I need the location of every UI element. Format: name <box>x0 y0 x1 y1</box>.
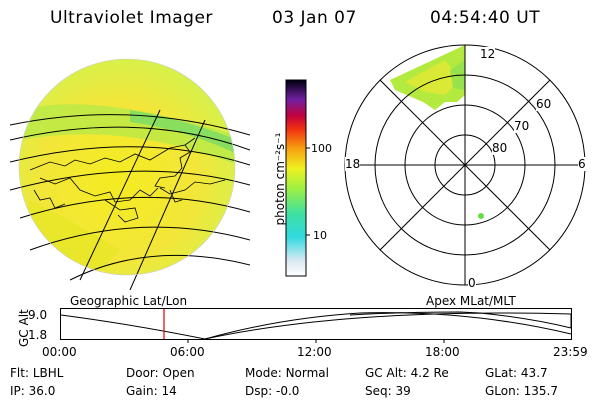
status-flt: Flt: LBHL <box>10 366 64 380</box>
polar-mlt-plot <box>344 44 586 286</box>
time-label: 04:54:40 UT <box>430 8 541 28</box>
colorbar-tick-10: 10 <box>313 229 327 242</box>
status-gain: Gain: 14 <box>126 384 177 398</box>
status-door: Door: Open <box>126 366 195 380</box>
status-glon: GLon: 135.7 <box>485 384 558 398</box>
mlt-label-0: 0 <box>468 276 476 290</box>
color-scale-bar <box>285 79 310 277</box>
date-label: 03 Jan 07 <box>272 8 357 28</box>
mlt-label-18: 18 <box>345 157 361 171</box>
status-glat: GLat: 43.7 <box>485 366 548 380</box>
altitude-ytick-min: 1.8 <box>28 328 48 342</box>
mlt-label-12: 12 <box>480 47 496 61</box>
altitude-xtick: 06:00 <box>170 345 205 359</box>
status-seq: Seq: 39 <box>365 384 411 398</box>
colorbar-tick-100: 100 <box>311 142 332 155</box>
altitude-xtick: 18:00 <box>425 345 460 359</box>
mlat-label-80: 80 <box>492 141 508 155</box>
left-panel-caption: Geographic Lat/Lon <box>70 294 188 308</box>
status-dsp: Dsp: -0.0 <box>245 384 300 398</box>
mlat-label-60: 60 <box>536 97 552 111</box>
status-gc-alt: GC Alt: 4.2 Re <box>365 366 449 380</box>
mlat-label-70: 70 <box>514 119 530 133</box>
mlt-label-6: 6 <box>578 157 586 171</box>
colorbar-unit-label: photon cm⁻²s⁻¹ <box>273 132 287 226</box>
emission-spot <box>478 213 484 219</box>
altitude-ytick-max: 9.0 <box>28 308 48 322</box>
altitude-xtick: 12:00 <box>297 345 332 359</box>
app-title: Ultraviolet Imager <box>50 8 213 28</box>
geographic-map <box>10 58 250 290</box>
right-panel-caption: Apex MLat/MLT <box>426 294 516 308</box>
altitude-xtick: 00:00 <box>42 345 77 359</box>
altitude-plot <box>60 308 572 343</box>
altitude-xtick: 23:59 <box>553 345 588 359</box>
status-mode: Mode: Normal <box>245 366 329 380</box>
status-ip: IP: 36.0 <box>10 384 56 398</box>
